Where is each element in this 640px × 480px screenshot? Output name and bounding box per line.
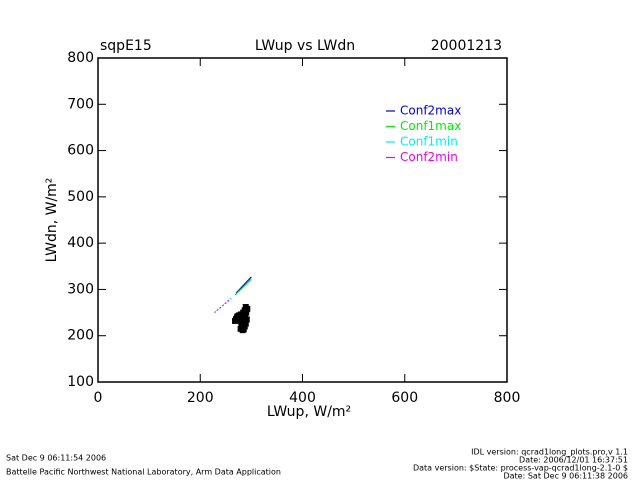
x-axis-label: LWup, W/m²: [267, 404, 351, 420]
footer-text: Date: Sat Dec 9 06:11:38 2006: [503, 472, 628, 480]
date-label: 20001213: [431, 38, 502, 54]
y-tick-label: 200: [67, 328, 94, 344]
data-point: [235, 313, 241, 319]
legend-label: Conf2min: [400, 150, 458, 164]
x-tick-label: 800: [494, 390, 521, 406]
legend-label: Conf2max: [400, 104, 461, 118]
series-line: [217, 297, 232, 310]
y-tick-label: 100: [67, 374, 94, 390]
chart-title: LWup vs LWdn: [255, 38, 355, 54]
footer-text: Sat Dec 9 06:11:54 2006: [6, 454, 106, 463]
series-line: [236, 277, 251, 293]
y-tick-label: 500: [67, 189, 94, 205]
y-tick-label: 600: [67, 143, 94, 159]
footer-text: Battelle Pacific Northwest National Labo…: [6, 468, 281, 477]
y-axis-label: LWdn, W/m²: [44, 178, 60, 263]
legend-label: Conf1max: [400, 119, 461, 133]
x-tick-label: 200: [187, 390, 214, 406]
y-tick-label: 700: [67, 96, 94, 112]
x-tick-label: 400: [289, 390, 316, 406]
series-line: [235, 279, 251, 295]
x-tick-label: 0: [94, 390, 103, 406]
data-point: [240, 310, 246, 316]
y-tick-label: 800: [67, 50, 94, 66]
legend-label: Conf1min: [400, 135, 458, 149]
y-tick-label: 300: [67, 281, 94, 297]
x-tick-label: 600: [391, 390, 418, 406]
site-label: sqpE15: [100, 38, 152, 54]
y-tick-label: 400: [67, 235, 94, 251]
